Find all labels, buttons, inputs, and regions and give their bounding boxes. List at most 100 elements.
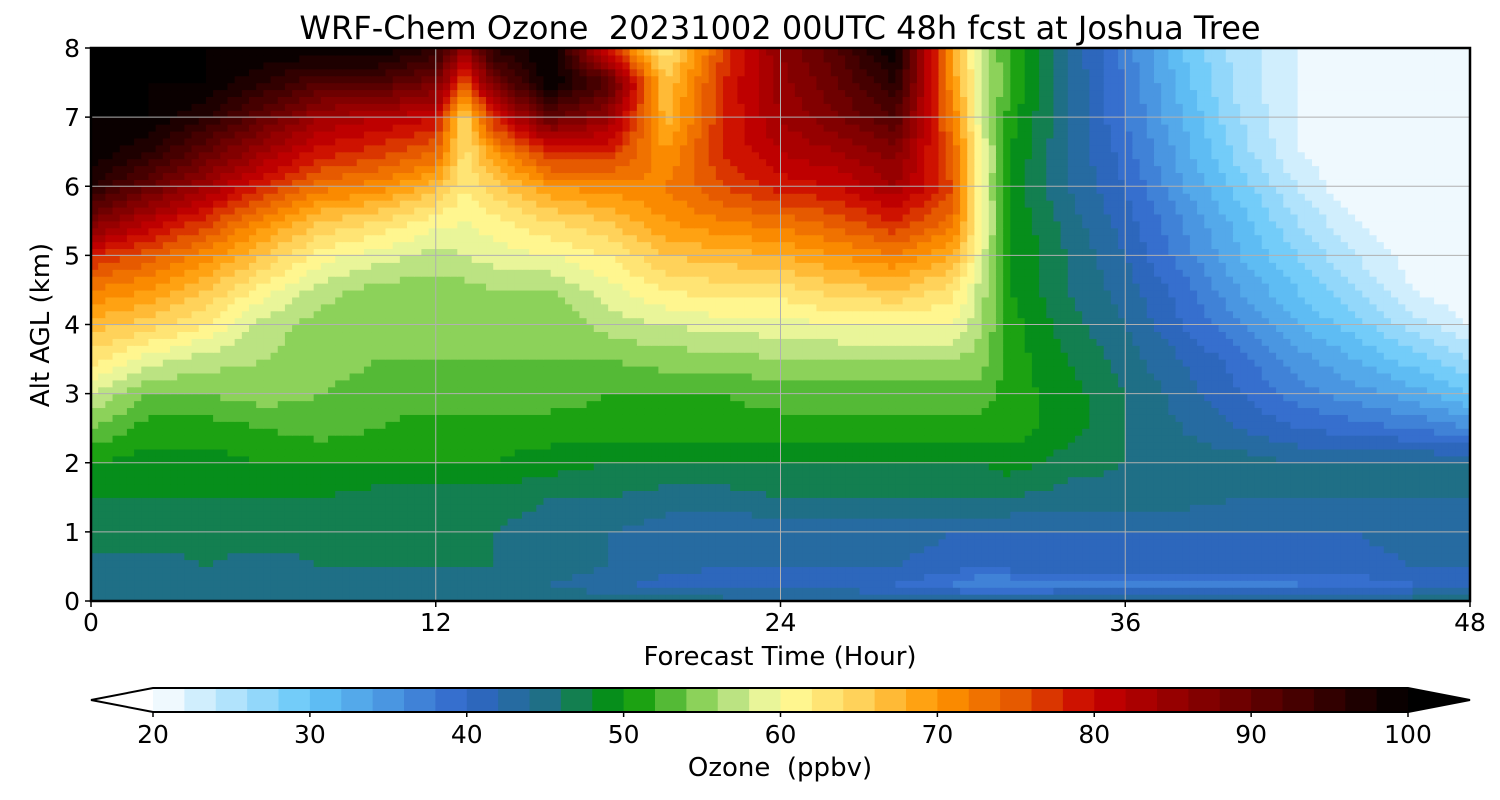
heatmap-cell: [363, 462, 372, 471]
heatmap-cell: [1326, 524, 1335, 533]
heatmap-cell: [471, 504, 480, 512]
heatmap-cell: [493, 490, 501, 498]
heatmap-cell: [1347, 524, 1356, 533]
heatmap-cell: [938, 435, 947, 443]
heatmap-cell: [328, 497, 336, 505]
heatmap-cell: [600, 421, 609, 429]
heatmap-cell: [823, 448, 832, 457]
heatmap-cell: [572, 483, 580, 491]
heatmap-cell: [1204, 497, 1213, 505]
heatmap-cell: [1082, 518, 1090, 526]
heatmap-cell: [320, 497, 329, 505]
heatmap-cell: [1333, 511, 1342, 519]
heatmap-cell: [866, 442, 875, 450]
heatmap-cell: [1426, 483, 1435, 491]
heatmap-cell: [1362, 504, 1371, 512]
heatmap-cell: [442, 476, 451, 485]
heatmap-cell: [205, 490, 214, 498]
heatmap-cell: [1110, 462, 1119, 471]
heatmap-cell: [1218, 587, 1227, 595]
heatmap-cell: [881, 587, 889, 595]
heatmap-cell: [306, 455, 315, 464]
heatmap-cell: [708, 421, 717, 429]
heatmap-cell: [1024, 594, 1033, 601]
heatmap-cell: [363, 497, 372, 505]
heatmap-cell: [651, 483, 659, 491]
heatmap-cell: [830, 476, 839, 485]
heatmap-cell: [471, 545, 480, 554]
heatmap-cell: [141, 504, 150, 512]
heatmap-cell: [184, 421, 193, 429]
heatmap-cell: [1168, 442, 1177, 450]
heatmap-cell: [1003, 497, 1011, 505]
heatmap-cell: [471, 428, 480, 436]
heatmap-cell: [1218, 421, 1227, 429]
heatmap-cell: [888, 552, 897, 561]
heatmap-cell: [435, 518, 444, 526]
heatmap-cell: [1204, 455, 1213, 464]
heatmap-cell: [328, 448, 336, 457]
heatmap-cell: [134, 442, 142, 450]
heatmap-cell: [1283, 504, 1292, 512]
heatmap-cell: [529, 573, 537, 581]
heatmap-cell: [816, 573, 825, 581]
heatmap-cell: [1168, 462, 1177, 471]
heatmap-cell: [263, 524, 272, 533]
heatmap-cell: [328, 462, 336, 471]
heatmap-cell: [888, 428, 897, 436]
heatmap-cell: [1290, 511, 1299, 519]
heatmap-cell: [493, 511, 501, 519]
heatmap-cell: [399, 524, 408, 533]
heatmap-cell: [306, 518, 315, 526]
heatmap-cell: [830, 552, 839, 561]
heatmap-cell: [809, 552, 818, 561]
heatmap-cell: [672, 483, 681, 491]
heatmap-cell: [931, 462, 940, 471]
heatmap-cell: [629, 573, 638, 581]
heatmap-cell: [837, 573, 846, 581]
heatmap-cell: [730, 531, 738, 540]
heatmap-cell: [1182, 594, 1191, 601]
heatmap-cell: [1024, 497, 1033, 505]
heatmap-cell: [1390, 490, 1399, 498]
heatmap-cell: [1283, 490, 1292, 498]
heatmap-cell: [155, 580, 164, 588]
heatmap-cell: [1268, 511, 1277, 519]
heatmap-cell: [1031, 531, 1040, 540]
heatmap-cell: [1153, 421, 1162, 429]
heatmap-cell: [170, 573, 178, 581]
heatmap-cell: [1455, 580, 1464, 588]
heatmap-cell: [1304, 559, 1313, 568]
heatmap-cell: [356, 518, 365, 526]
heatmap-cell: [148, 455, 157, 464]
heatmap-cell: [1010, 504, 1019, 512]
heatmap-cell: [241, 566, 250, 574]
heatmap-cell: [112, 531, 121, 540]
heatmap-cell: [873, 559, 882, 568]
heatmap-cell: [378, 442, 387, 450]
heatmap-cell: [837, 552, 846, 561]
heatmap-cell: [679, 428, 688, 436]
heatmap-cell: [543, 587, 552, 595]
heatmap-cell: [593, 483, 602, 491]
heatmap-cell: [126, 476, 135, 485]
heatmap-cell: [1168, 587, 1177, 595]
heatmap-cell: [1082, 483, 1090, 491]
heatmap-cell: [830, 518, 839, 526]
heatmap-cell: [1405, 594, 1414, 601]
heatmap-cell: [845, 428, 853, 436]
heatmap-cell: [981, 531, 990, 540]
heatmap-cell: [744, 483, 753, 491]
heatmap-cell: [1139, 497, 1148, 505]
heatmap-cell: [859, 511, 868, 519]
heatmap-cell: [1182, 559, 1191, 568]
heatmap-cell: [91, 483, 99, 491]
heatmap-cell: [162, 442, 171, 450]
heatmap-cell: [1326, 455, 1335, 464]
heatmap-cell: [1053, 455, 1062, 464]
heatmap-cell: [263, 511, 272, 519]
heatmap-cell: [112, 476, 121, 485]
heatmap-cell: [1118, 594, 1126, 601]
heatmap-cell: [1225, 538, 1234, 547]
heatmap-cell: [694, 594, 703, 601]
